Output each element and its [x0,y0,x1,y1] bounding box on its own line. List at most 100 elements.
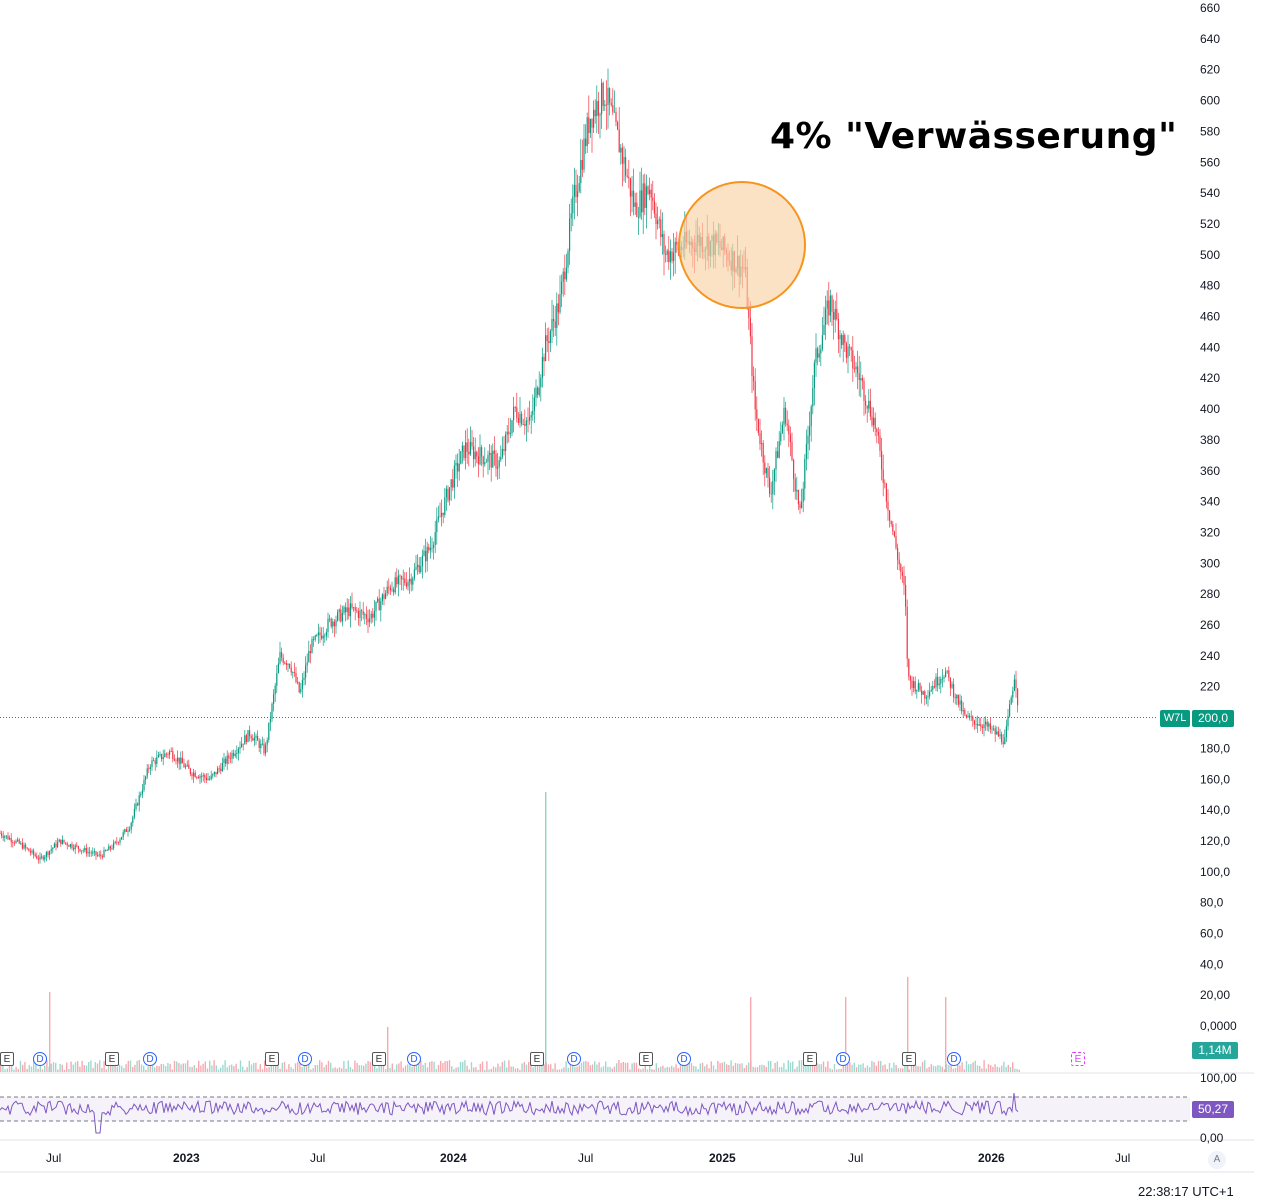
dividend-marker[interactable]: D [143,1052,157,1066]
volume-bar [591,1064,594,1072]
auto-scale-button[interactable]: A [1208,1151,1226,1169]
candle-body [453,465,455,488]
candle-body [106,850,108,852]
volume-bar [103,1061,105,1072]
volume-bar [866,1065,869,1072]
candle-body [852,350,854,369]
dividend-marker[interactable]: D [298,1052,312,1066]
volume-bar [998,1067,1001,1072]
earnings-marker[interactable]: E [530,1052,544,1066]
volume-bar [501,1062,503,1072]
candle-body [977,724,979,726]
volume-bar [28,1065,30,1072]
candle-body [26,847,28,849]
volume-bar [453,1069,455,1072]
candle-body [1013,679,1015,691]
candle-body [421,555,423,566]
volume-bar [140,1064,143,1072]
dividend-marker[interactable]: D [567,1052,581,1066]
volume-bar [622,1061,624,1072]
candle-body [940,679,942,684]
earnings-marker[interactable]: E [803,1052,817,1066]
candle-body [81,850,83,852]
volume-bar [833,1063,836,1072]
volume-bar [455,1067,457,1072]
candle-body [141,790,143,795]
volume-bar [481,1061,484,1072]
candle-body [258,740,260,748]
volume-bar [1016,1068,1018,1072]
candle-body [1001,734,1003,742]
volume-bar [158,1066,160,1072]
candle-body [535,387,537,398]
volume-bar [686,1065,688,1072]
candle-body [13,842,15,844]
volume-bar [530,1064,532,1072]
volume-bar [319,1060,321,1072]
volume-bar [567,1067,569,1072]
volume-bar [950,1063,952,1072]
volume-bar [433,1061,435,1072]
volume-bar [114,1063,116,1072]
volume-bar [682,1063,684,1072]
candle-body [850,347,852,351]
dividend-marker[interactable]: D [33,1052,47,1066]
volume-bar [519,1069,521,1072]
highlight-circle [678,181,806,309]
candle-body [801,501,803,509]
candle-body [295,672,297,683]
candle-body [34,854,36,857]
volume-bar [180,1064,182,1072]
dividend-marker[interactable]: D [407,1052,421,1066]
earnings-marker[interactable]: E [105,1052,119,1066]
earnings-marker[interactable]: E [1071,1052,1085,1066]
candle-body [527,420,529,422]
volume-bar [620,1062,622,1072]
candle-body [485,461,487,463]
candle-body [589,118,591,134]
candle-body [25,844,27,848]
volume-bar [552,1068,554,1072]
candle-body [74,845,76,850]
volume-bar [510,1066,512,1072]
candle-body [250,736,252,739]
volume-bar [332,1068,334,1072]
volume-bar [492,1066,495,1072]
time-axis-label: 2024 [440,1151,467,1165]
candle-body [549,331,551,344]
candle-body [633,190,635,207]
time-axis-label: Jul [310,1151,325,1165]
candle-body [444,497,446,515]
volume-bar [580,1062,583,1072]
dividend-marker[interactable]: D [836,1052,850,1066]
earnings-marker[interactable]: E [372,1052,386,1066]
dividend-marker[interactable]: D [947,1052,961,1066]
volume-bar [701,1062,704,1072]
volume-bar [873,1062,875,1072]
earnings-marker[interactable]: E [265,1052,279,1066]
candle-body [529,417,531,421]
candle-body [777,451,779,458]
candle-body [450,479,452,488]
candle-body [890,520,892,525]
earnings-marker[interactable]: E [0,1052,14,1066]
earnings-marker[interactable]: E [639,1052,653,1066]
candle-body [500,456,502,461]
candle-body [329,618,331,620]
candle-body [802,488,804,502]
candle-body [365,614,367,619]
candle-body [532,410,534,416]
volume-bar [508,1060,510,1072]
candle-body [233,752,235,756]
candle-body [908,658,910,677]
candle-body [356,610,358,612]
volume-bar [607,1066,609,1072]
volume-bar [915,1065,917,1072]
dividend-marker[interactable]: D [677,1052,691,1066]
volume-bar [132,1067,134,1072]
volume-bar [917,1066,919,1072]
earnings-marker[interactable]: E [902,1052,916,1066]
volume-bar [1007,1064,1009,1072]
candle-body [922,691,924,695]
